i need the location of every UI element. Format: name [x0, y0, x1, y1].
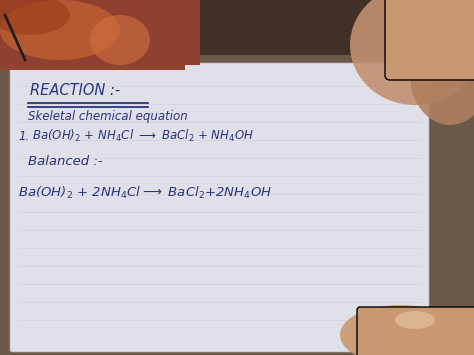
Bar	[0, 0, 185, 70]
Ellipse shape	[50, 0, 110, 50]
FancyBboxPatch shape	[357, 307, 474, 355]
Text: REACTION :-: REACTION :-	[30, 83, 120, 98]
Ellipse shape	[25, 0, 85, 50]
Bar	[0, 0, 474, 75]
Ellipse shape	[0, 0, 120, 60]
Ellipse shape	[100, 0, 160, 50]
Ellipse shape	[50, 0, 110, 35]
Bar	[0, 0, 474, 55]
Text: 1.: 1.	[18, 130, 29, 143]
Bar	[0, 0, 200, 65]
Ellipse shape	[0, 0, 70, 35]
Ellipse shape	[410, 25, 474, 125]
Ellipse shape	[395, 311, 435, 329]
Text: Ba(OH)$_2$ + NH$_4$Cl $\longrightarrow$ BaCl$_2$ + NH$_4$OH: Ba(OH)$_2$ + NH$_4$Cl $\longrightarrow$ …	[32, 128, 254, 144]
FancyBboxPatch shape	[385, 0, 474, 80]
Text: Balanced :-: Balanced :-	[28, 155, 103, 168]
Ellipse shape	[0, 0, 60, 50]
FancyBboxPatch shape	[10, 63, 429, 352]
Ellipse shape	[350, 0, 474, 105]
Ellipse shape	[15, 17, 85, 43]
Ellipse shape	[0, 0, 60, 25]
Ellipse shape	[140, 0, 180, 28]
Text: Ba(OH)$_2$ + 2NH$_4$Cl$\longrightarrow$ BaCl$_2$+2NH$_4$OH: Ba(OH)$_2$ + 2NH$_4$Cl$\longrightarrow$ …	[18, 185, 272, 201]
Ellipse shape	[90, 15, 150, 65]
Ellipse shape	[105, 0, 155, 34]
Ellipse shape	[75, 0, 135, 50]
Ellipse shape	[340, 305, 460, 355]
Text: Skeletal chemical equation: Skeletal chemical equation	[28, 110, 188, 123]
